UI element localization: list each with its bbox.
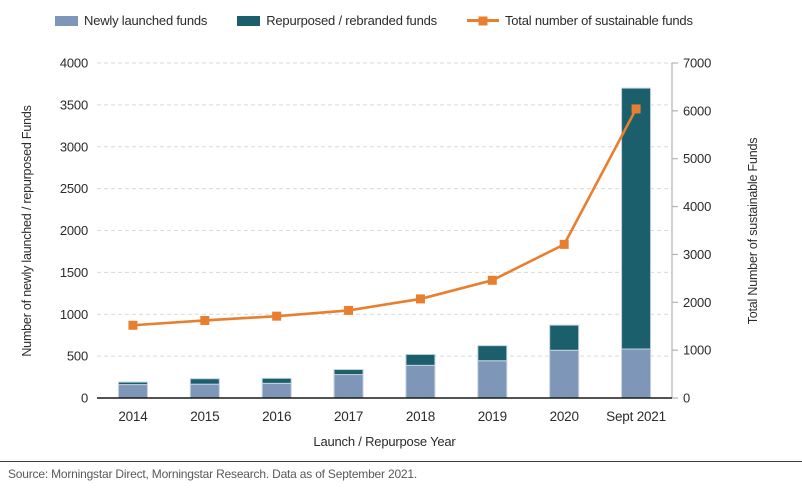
right-axis-tick-label: 0 (683, 391, 690, 406)
bar-segment (405, 364, 436, 399)
left-axis-tick-label: 3000 (60, 139, 88, 154)
line-marker (487, 275, 497, 285)
right-axis-tick-label: 3000 (683, 247, 711, 262)
line-marker (344, 305, 354, 315)
legend-swatch-total-line-icon (466, 16, 499, 25)
x-axis-tick-label: 2019 (478, 409, 507, 424)
left-axis-tick-label: 500 (67, 349, 88, 364)
x-axis-tick-label: 2017 (334, 409, 363, 424)
bar-segment (117, 384, 148, 399)
x-axis-tick-label: 2016 (262, 409, 291, 424)
line-marker (128, 320, 138, 330)
bar-segment (621, 348, 652, 399)
right-axis-tick-label: 4000 (683, 199, 711, 214)
bar-segment (477, 345, 508, 362)
left-axis-tick-label: 2500 (60, 181, 88, 196)
bar-segment (333, 374, 364, 399)
right-axis-tick-label: 2000 (683, 295, 711, 310)
x-axis-title: Launch / Repurpose Year (313, 434, 456, 449)
legend-swatch-repurposed-icon (237, 15, 261, 26)
left-axis-tick-label: 0 (81, 391, 88, 406)
bar-segment (261, 382, 292, 399)
legend-item-repurposed: Repurposed / rebranded funds (237, 13, 437, 28)
legend-label-repurposed: Repurposed / rebranded funds (266, 13, 437, 28)
legend-item-total-line: Total number of sustainable funds (466, 13, 693, 28)
right-axis-tick-label: 1000 (683, 343, 711, 358)
legend-label-total-line: Total number of sustainable funds (504, 13, 693, 28)
right-axis-tick-label: 5000 (683, 151, 711, 166)
bar-segment (477, 360, 508, 399)
total-funds-line (132, 108, 638, 327)
left-axis-tick-label: 2000 (60, 223, 88, 238)
left-axis-tick-label: 1500 (60, 265, 88, 280)
legend-swatch-newly-launched-icon (55, 15, 78, 26)
bar-segment (189, 378, 220, 385)
bar-segment (405, 353, 436, 366)
chart-canvas: 0 500 1000 1500 2000 2500 3000 3500 4000 0 1000 200… (60, 56, 711, 425)
x-axis-tick-label: 2020 (550, 409, 579, 424)
line-marker (415, 294, 425, 304)
line-marker (200, 315, 210, 325)
source-note: Source: Morningstar Direct, Morningstar … (8, 467, 417, 481)
x-axis-tick-label: 2015 (190, 409, 219, 424)
legend-label-newly-launched: Newly launched funds (84, 13, 208, 28)
bar-segment (549, 324, 580, 351)
left-axis-tick-label: 3500 (60, 97, 88, 112)
x-axis-tick-label: 2018 (406, 409, 435, 424)
legend-marker-square-icon (478, 16, 488, 25)
bar-segment (189, 383, 220, 399)
line-marker (631, 104, 641, 114)
line-marker (559, 239, 569, 249)
right-axis-tick-label: 7000 (683, 56, 711, 71)
legend-item-newly-launched: Newly launched funds (55, 13, 207, 28)
x-axis-tick-label: Sept 2021 (606, 409, 666, 424)
footer-separator (0, 461, 802, 462)
x-axis-tick-label: 2014 (118, 409, 148, 424)
chart-legend: Newly launched funds Repurposed / rebran… (55, 13, 792, 28)
line-marker (272, 311, 282, 321)
bar-segment (117, 381, 148, 386)
left-axis-tick-label: 4000 (60, 56, 88, 71)
bar-segment (621, 87, 652, 350)
left-axis-tick-label: 1000 (60, 307, 88, 322)
bar-segment (549, 349, 580, 399)
right-axis-tick-label: 6000 (683, 103, 711, 118)
bar-segment (333, 369, 364, 376)
bar-segment (261, 377, 292, 384)
